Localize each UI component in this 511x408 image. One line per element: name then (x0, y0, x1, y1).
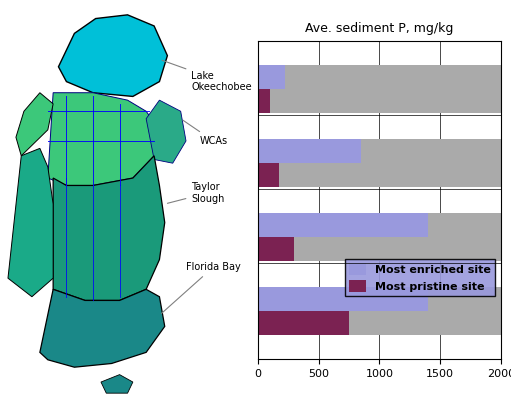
Bar (258, 213, 428, 237)
Bar (258, 237, 294, 261)
Bar (258, 311, 501, 335)
Text: Lake
Okeechobee: Lake Okeechobee (162, 60, 252, 92)
Polygon shape (16, 93, 53, 156)
Bar (258, 311, 349, 335)
Bar (258, 163, 280, 186)
Bar (258, 213, 501, 237)
Bar (258, 237, 501, 261)
Bar (258, 287, 501, 311)
Bar (258, 163, 501, 186)
Legend: Most enriched site, Most pristine site: Most enriched site, Most pristine site (345, 259, 495, 296)
Bar (258, 65, 501, 89)
Polygon shape (40, 289, 165, 367)
Bar (258, 139, 501, 163)
Polygon shape (101, 375, 133, 393)
Polygon shape (53, 156, 165, 300)
Polygon shape (48, 93, 159, 186)
Bar (258, 287, 428, 311)
Polygon shape (146, 100, 186, 163)
Polygon shape (58, 15, 168, 96)
Title: Ave. sediment P, mg/kg: Ave. sediment P, mg/kg (305, 22, 454, 35)
Bar (258, 89, 501, 113)
Text: Taylor
Slough: Taylor Slough (168, 182, 225, 204)
Text: Florida Bay: Florida Bay (161, 262, 241, 313)
Bar (258, 89, 270, 113)
Bar (258, 65, 285, 89)
Polygon shape (8, 149, 53, 297)
Text: WCAs: WCAs (183, 120, 227, 146)
Bar (258, 139, 361, 163)
